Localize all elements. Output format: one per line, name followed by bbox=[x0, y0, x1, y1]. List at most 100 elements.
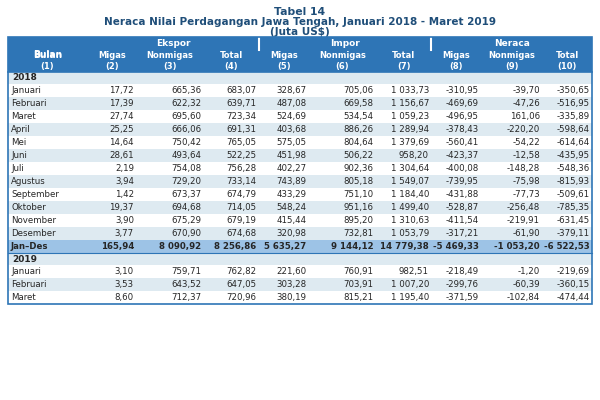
Text: Ekspor: Ekspor bbox=[156, 39, 190, 48]
Bar bbox=[431, 265, 481, 278]
Text: 765,05: 765,05 bbox=[226, 138, 257, 147]
Text: 647,05: 647,05 bbox=[226, 280, 257, 289]
Bar bbox=[87, 50, 136, 62]
Text: -47,26: -47,26 bbox=[512, 99, 540, 108]
Bar bbox=[87, 136, 136, 149]
Bar bbox=[87, 62, 136, 72]
Bar bbox=[136, 50, 203, 62]
Bar bbox=[259, 84, 309, 97]
Text: 3,77: 3,77 bbox=[115, 229, 134, 238]
Bar bbox=[542, 291, 592, 304]
Text: 320,98: 320,98 bbox=[276, 229, 306, 238]
Text: 815,21: 815,21 bbox=[343, 293, 373, 302]
Bar bbox=[259, 214, 309, 227]
Text: 8 090,92: 8 090,92 bbox=[159, 242, 201, 251]
Text: -379,11: -379,11 bbox=[556, 229, 589, 238]
Bar bbox=[136, 84, 203, 97]
Text: 673,37: 673,37 bbox=[171, 190, 201, 199]
Bar bbox=[259, 62, 309, 72]
Bar bbox=[136, 136, 203, 149]
Text: 403,68: 403,68 bbox=[276, 125, 306, 134]
Text: 691,31: 691,31 bbox=[227, 125, 257, 134]
Bar bbox=[542, 201, 592, 214]
Text: 1 304,64: 1 304,64 bbox=[391, 164, 429, 173]
Bar bbox=[203, 50, 259, 62]
Bar bbox=[481, 162, 542, 175]
Bar bbox=[431, 278, 481, 291]
Bar bbox=[8, 214, 87, 227]
Bar bbox=[8, 110, 87, 123]
Bar bbox=[136, 123, 203, 136]
Bar bbox=[203, 188, 259, 201]
Text: -435,95: -435,95 bbox=[556, 151, 589, 160]
Bar bbox=[259, 240, 309, 253]
Bar bbox=[87, 97, 136, 110]
Text: -220,20: -220,20 bbox=[506, 125, 540, 134]
Text: 1 156,67: 1 156,67 bbox=[391, 99, 429, 108]
Bar bbox=[431, 162, 481, 175]
Text: 675,29: 675,29 bbox=[171, 216, 201, 225]
Bar bbox=[309, 149, 376, 162]
Text: 760,91: 760,91 bbox=[343, 267, 373, 276]
Bar bbox=[309, 136, 376, 149]
Text: 1 033,73: 1 033,73 bbox=[391, 86, 429, 95]
Text: 703,91: 703,91 bbox=[343, 280, 373, 289]
Bar bbox=[87, 291, 136, 304]
Text: 433,29: 433,29 bbox=[276, 190, 306, 199]
Bar bbox=[136, 188, 203, 201]
Text: 679,19: 679,19 bbox=[227, 216, 257, 225]
Text: Februari: Februari bbox=[11, 280, 47, 289]
Bar bbox=[203, 291, 259, 304]
Bar bbox=[87, 37, 259, 50]
Text: 1 059,23: 1 059,23 bbox=[391, 112, 429, 121]
Bar bbox=[542, 278, 592, 291]
Text: 415,44: 415,44 bbox=[276, 216, 306, 225]
Bar bbox=[309, 50, 376, 62]
Bar bbox=[309, 97, 376, 110]
Bar bbox=[87, 240, 136, 253]
Bar bbox=[259, 265, 309, 278]
Bar bbox=[8, 62, 87, 72]
Text: 303,28: 303,28 bbox=[276, 280, 306, 289]
Bar bbox=[376, 62, 431, 72]
Bar bbox=[542, 110, 592, 123]
Text: 28,61: 28,61 bbox=[109, 151, 134, 160]
Text: 902,36: 902,36 bbox=[343, 164, 373, 173]
Bar bbox=[309, 162, 376, 175]
Text: Nonmigas: Nonmigas bbox=[488, 52, 535, 60]
Bar bbox=[481, 62, 542, 72]
Text: -739,95: -739,95 bbox=[446, 177, 479, 186]
Bar bbox=[8, 84, 87, 97]
Text: 750,42: 750,42 bbox=[171, 138, 201, 147]
Text: -469,69: -469,69 bbox=[446, 99, 479, 108]
Text: 1 195,40: 1 195,40 bbox=[391, 293, 429, 302]
Text: (3): (3) bbox=[163, 62, 177, 72]
Text: 380,19: 380,19 bbox=[276, 293, 306, 302]
Bar bbox=[203, 84, 259, 97]
Text: -400,08: -400,08 bbox=[445, 164, 479, 173]
Bar bbox=[481, 123, 542, 136]
Text: 1 053,79: 1 053,79 bbox=[391, 229, 429, 238]
Bar bbox=[87, 227, 136, 240]
Text: -560,41: -560,41 bbox=[445, 138, 479, 147]
Text: 674,68: 674,68 bbox=[226, 229, 257, 238]
Text: Neraca: Neraca bbox=[494, 39, 530, 48]
Bar bbox=[542, 162, 592, 175]
Bar bbox=[481, 240, 542, 253]
Text: 402,27: 402,27 bbox=[276, 164, 306, 173]
Bar bbox=[136, 227, 203, 240]
Bar bbox=[136, 149, 203, 162]
Bar bbox=[87, 110, 136, 123]
Bar bbox=[136, 97, 203, 110]
Text: Desember: Desember bbox=[11, 229, 56, 238]
Text: 575,05: 575,05 bbox=[276, 138, 306, 147]
Text: -431,88: -431,88 bbox=[445, 190, 479, 199]
Bar bbox=[203, 97, 259, 110]
Bar bbox=[8, 149, 87, 162]
Text: Total: Total bbox=[556, 52, 579, 60]
Text: 951,16: 951,16 bbox=[343, 203, 373, 212]
Bar bbox=[431, 123, 481, 136]
Text: 161,06: 161,06 bbox=[510, 112, 540, 121]
Bar bbox=[8, 278, 87, 291]
Bar bbox=[8, 265, 87, 278]
